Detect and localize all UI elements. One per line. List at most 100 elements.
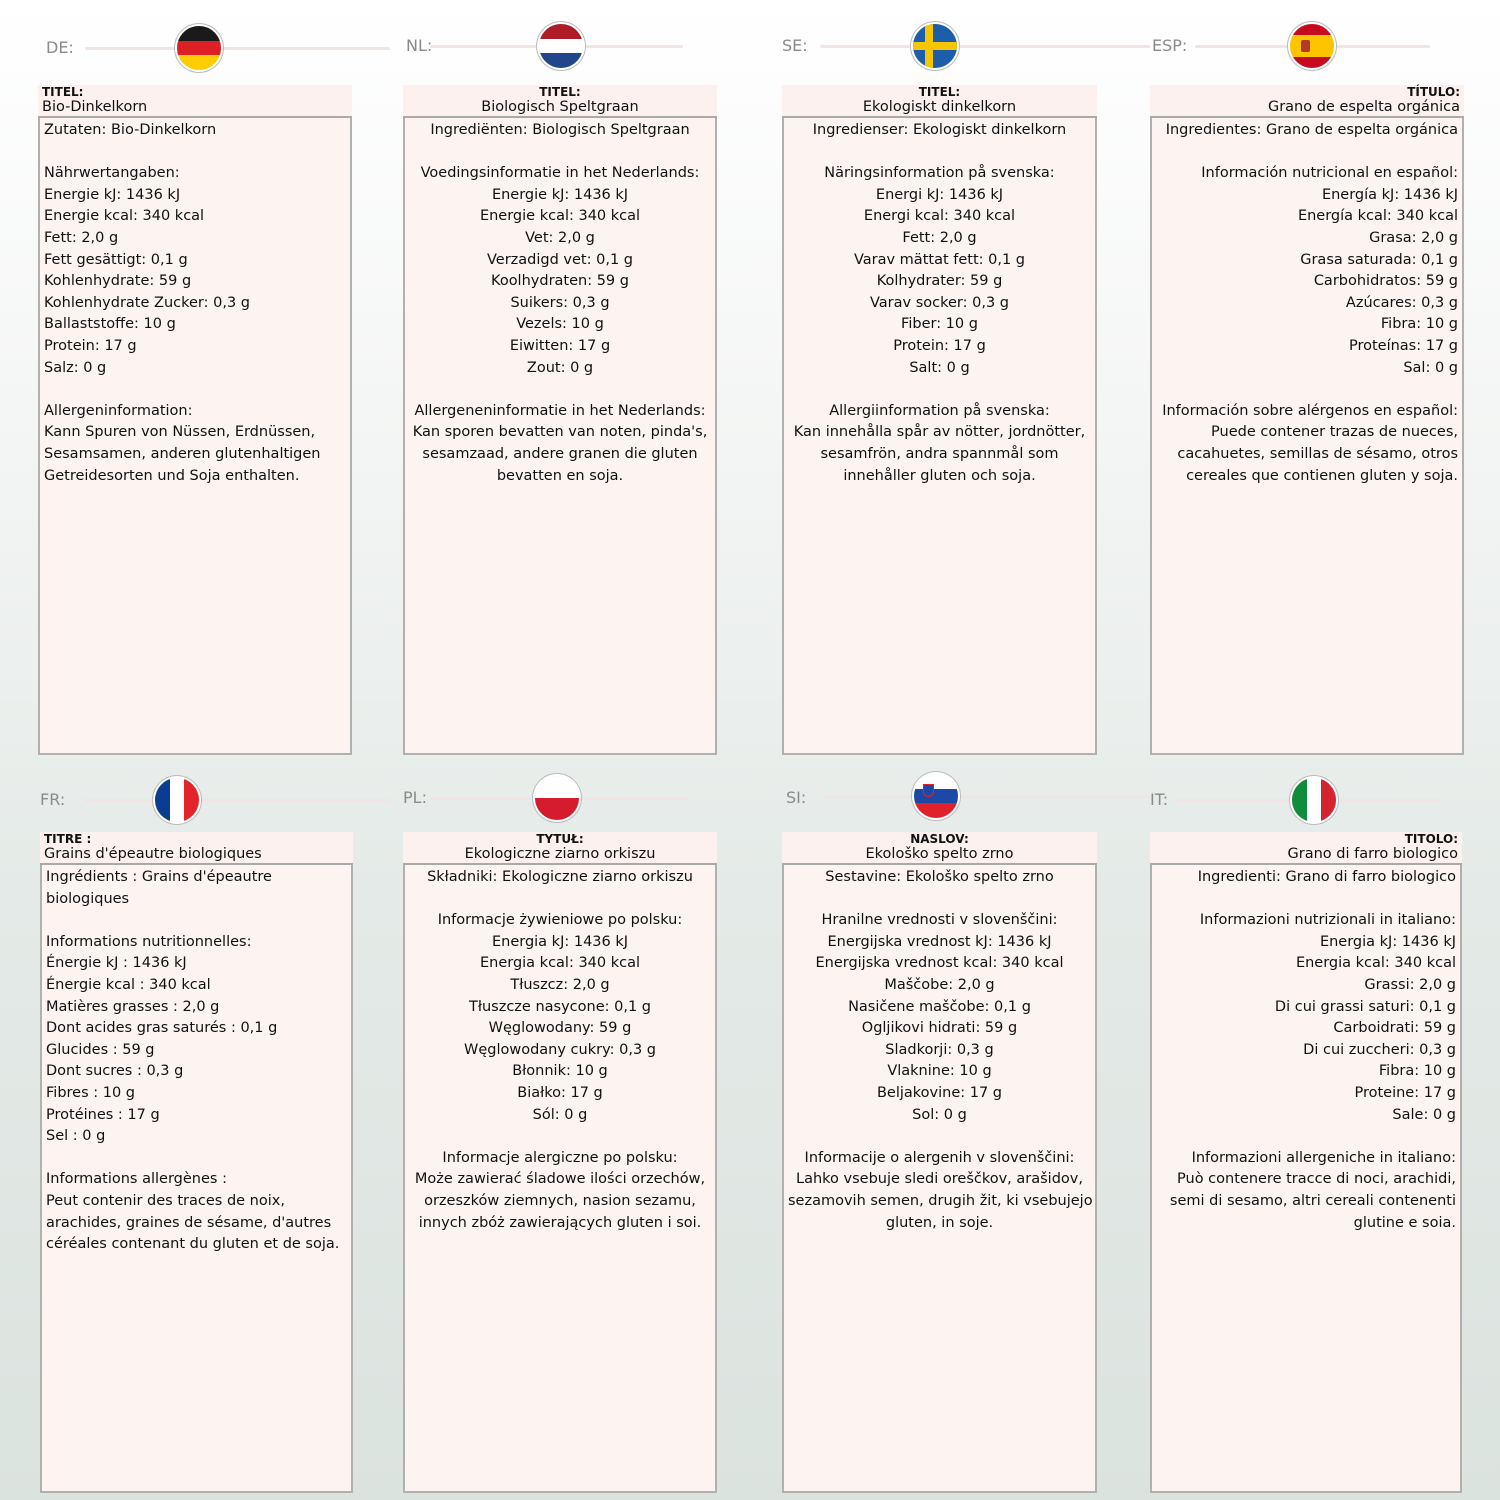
label-line: Energijska vrednost kcal: 340 kcal [815, 955, 1064, 972]
label-line: Zutaten: Bio-Dinkelkorn [44, 122, 217, 138]
label-line: semi di sesamo, altri cereali contenenti [1169, 1192, 1456, 1209]
label-line: Sal: 0 g [1403, 359, 1458, 376]
label-line [788, 379, 1091, 401]
label-line: Energi kJ: 1436 kJ [875, 186, 1004, 203]
product-title: Ekološko spelto zrno [865, 846, 1014, 862]
label-line: Énergie kcal : 340 kcal [46, 976, 211, 993]
label-line: Nährwertangaben: [44, 165, 180, 182]
label-line: Fett: 2,0 g [44, 229, 119, 246]
label-line: Di cui grassi saturi: 0,1 g [1274, 998, 1456, 1015]
label-line: Koolhydraten: 59 g [491, 273, 629, 290]
label-line: Näringsinformation på svenska: [824, 165, 1055, 182]
slovenia-flag-icon [914, 774, 958, 818]
germany-flag-icon [177, 26, 221, 70]
label-line: Fiber: 10 g [901, 316, 978, 333]
title-label: TYTUŁ: [536, 832, 584, 846]
label-panel-italy: TITOLO: Grano di farro biologico Ingredien… [1150, 832, 1462, 1493]
label-panel-sweden: TITEL: Ekologiskt dinkelkorn Ingredienser:… [782, 85, 1097, 755]
label-line: Matières grasses : 2,0 g [46, 998, 220, 1015]
label-line: Información sobre alérgenos en español: [1162, 402, 1458, 419]
label-line: Vlaknine: 10 g [887, 1063, 992, 1080]
label-line: Energia kJ: 1436 kJ [491, 933, 629, 950]
label-line: Di cui zuccheri: 0,3 g [1303, 1041, 1456, 1058]
label-line: Getreidesorten und Soja enthalten. [44, 467, 300, 484]
label-line: Białko: 17 g [517, 1084, 603, 1101]
label-line: Ogljikovi hidrati: 59 g [861, 1020, 1018, 1037]
label-line: Błonnik: 10 g [512, 1063, 608, 1080]
label-line: Puede contener trazas de nueces, [1211, 424, 1458, 441]
product-title: Ekologiskt dinkelkorn [862, 99, 1017, 115]
label-line: Fibra: 10 g [1380, 316, 1458, 333]
label-line: Maščobe: 2,0 g [884, 976, 995, 993]
label-line: Energie kcal: 340 kcal [44, 208, 205, 225]
product-title: Bio-Dinkelkorn [42, 99, 148, 115]
label-line: Sesamsamen, anderen glutenhaltigen [44, 445, 321, 462]
label-line: Energía kJ: 1436 kJ [1321, 186, 1458, 203]
label-line: Energie kcal: 340 kcal [479, 208, 641, 225]
label-line [409, 142, 711, 164]
label-panel-france: TITRE : Grains d'épeautre biologiques Ingr… [40, 832, 353, 1493]
label-line: Może zawierać śladowe ilości orzechów, [414, 1171, 706, 1188]
label-line [788, 1126, 1091, 1148]
label-line [44, 142, 346, 164]
label-line: Sestavine: Ekološko spelto zrno [825, 869, 1054, 885]
label-line: Informazioni allergeniche in italiano: [1191, 1149, 1456, 1166]
label-line [1156, 142, 1458, 164]
label-line: Węglowodany: 59 g [488, 1020, 632, 1037]
label-line: Carbohidratos: 59 g [1313, 273, 1458, 290]
label-line: Vezels: 10 g [516, 316, 604, 333]
label-line: Tłuszcz: 2,0 g [510, 976, 610, 993]
label-line: Tłuszcze nasycone: 0,1 g [469, 998, 651, 1015]
header-divider [825, 795, 1150, 798]
label-line: Energi kcal: 340 kcal [863, 208, 1016, 225]
language-code: FR: [40, 790, 66, 809]
label-line: Grasa saturada: 0,1 g [1300, 251, 1458, 268]
label-line: Ingredientes: Grano de espelta orgánica [1165, 122, 1458, 138]
label-line: Sale: 0 g [1392, 1106, 1456, 1123]
label-line: Protéines : 17 g [46, 1106, 160, 1123]
label-line: Lahko vsebuje sledi oreščkov, arašidov, [796, 1171, 1083, 1188]
label-line: Información nutricional en español: [1201, 165, 1458, 182]
label-line: Kohlenhydrate: 59 g [44, 273, 192, 290]
label-line: Sól: 0 g [532, 1106, 588, 1123]
label-line: cacahuetes, semillas de sésamo, otros [1177, 445, 1458, 462]
language-code: SE: [782, 36, 808, 55]
label-line: Proteínas: 17 g [1348, 337, 1458, 354]
label-line: Informacije o alergenih v slovenščini: [804, 1149, 1075, 1166]
label-body: Ingredienti: Grano di farro biologico Inf… [1150, 865, 1462, 1493]
france-flag-icon [155, 778, 199, 822]
label-line: Informazioni nutrizionali in italiano: [1199, 912, 1456, 929]
title-box: TITRE : Grains d'épeautre biologiques [40, 832, 353, 865]
label-line: innehåller gluten och soja. [843, 467, 1036, 484]
title-box: TÍTULO: Grano de espelta orgánica [1150, 85, 1464, 118]
label-line: Voedingsinformatie in het Nederlands: [420, 165, 700, 182]
label-line: Protein: 17 g [44, 337, 137, 354]
label-line: Informations allergènes : [46, 1171, 227, 1188]
label-line: Fett gesättigt: 0,1 g [44, 251, 188, 268]
title-box: TITEL: Biologisch Speltgraan [403, 85, 717, 118]
label-line: glutine e soia. [1353, 1214, 1456, 1231]
label-line: Energia kcal: 340 kcal [1295, 955, 1456, 972]
label-line: Énergie kJ : 1436 kJ [46, 955, 187, 972]
label-line: Hranilne vrednosti v slovenščini: [821, 912, 1058, 929]
title-box: TITEL: Ekologiskt dinkelkorn [782, 85, 1097, 118]
product-title: Grano de espelta orgánica [1267, 99, 1460, 115]
italy-flag-icon [1292, 778, 1336, 822]
label-line: Energijska vrednost kJ: 1436 kJ [827, 933, 1052, 950]
label-line: Grassi: 2,0 g [1364, 976, 1456, 993]
label-line: Varav socker: 0,3 g [870, 294, 1009, 311]
label-line: Vet: 2,0 g [525, 229, 595, 246]
label-line: Carboidrati: 59 g [1333, 1020, 1456, 1037]
label-line: sesamzaad, andere granen die gluten [422, 445, 698, 462]
label-line [1156, 379, 1458, 401]
label-line: Dont acides gras saturés : 0,1 g [46, 1020, 278, 1037]
label-line: Allergiinformation på svenska: [829, 402, 1050, 419]
label-line: sezamovih semen, drugih žit, ki vsebujej… [788, 1192, 1093, 1209]
label-panel-slovenia: NASLOV: Ekološko spelto zrno Sestavine: Ek… [782, 832, 1097, 1493]
label-line: Ingredienser: Ekologiskt dinkelkorn [812, 122, 1067, 138]
label-line [788, 889, 1091, 911]
label-line [46, 1148, 347, 1170]
label-body: Składniki: Ekologiczne ziarno orkiszu Inf… [403, 865, 717, 1493]
label-line: Energie kJ: 1436 kJ [491, 186, 629, 203]
label-line: Fett: 2,0 g [902, 229, 977, 246]
